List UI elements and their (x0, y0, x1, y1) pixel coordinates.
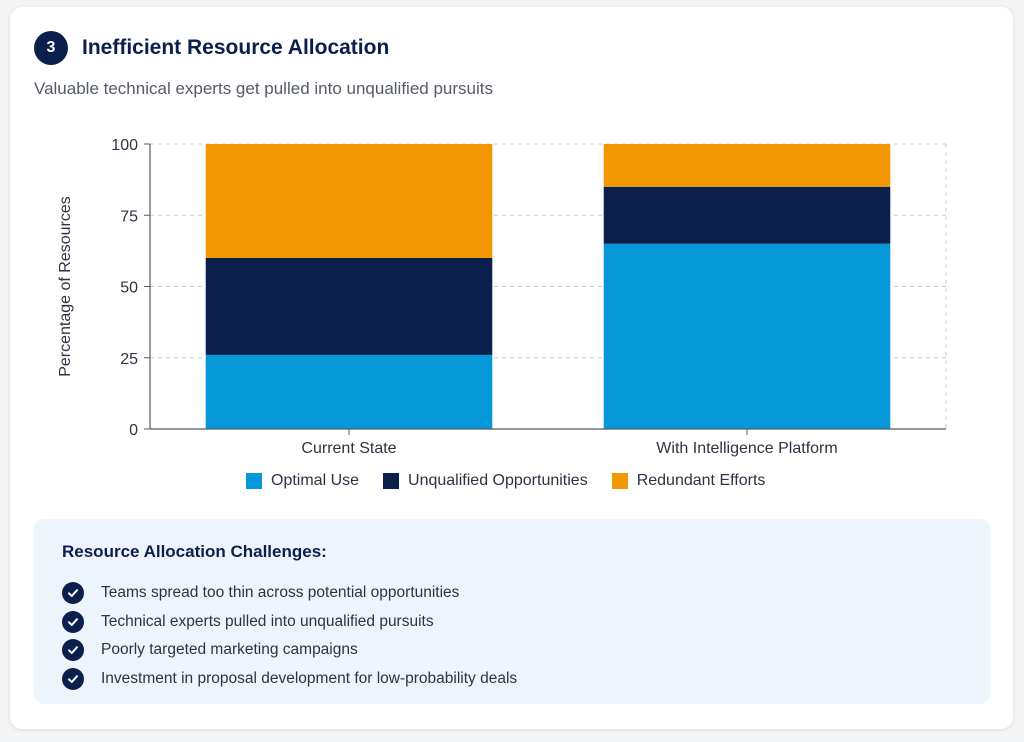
check-circle-icon (62, 610, 84, 633)
challenge-item: Investment in proposal development for l… (62, 665, 517, 694)
bar-segment (205, 144, 493, 258)
y-axis-label: Percentage of Resources (57, 196, 74, 377)
legend-item: Redundant Efforts (611, 472, 766, 490)
challenge-text: Poorly targeted marketing campaigns (101, 641, 358, 659)
legend-swatch (246, 473, 262, 489)
y-tick-label: 25 (120, 351, 138, 368)
legend-label: Redundant Efforts (636, 472, 766, 489)
stacked-bar-chart: 0 25 50 75 100 Current State With Intelligence… (57, 137, 947, 457)
challenge-item: Technical experts pulled into unqualifie… (62, 608, 517, 637)
challenge-item: Teams spread too thin across potential o… (62, 579, 517, 608)
legend-item: Optimal Use (246, 472, 359, 490)
y-tick-label: 100 (111, 137, 138, 154)
bar-segment (205, 258, 493, 355)
challenges-title: Resource Allocation Challenges: (62, 542, 327, 561)
x-tick-label: Current State (301, 440, 396, 457)
challenge-item: Poorly targeted marketing campaigns (62, 636, 517, 665)
y-tick-label: 0 (129, 422, 138, 439)
bar-segment (603, 144, 891, 187)
check-circle-icon (62, 582, 84, 605)
bar-segment (603, 186, 891, 244)
challenge-text: Investment in proposal development for l… (101, 669, 518, 687)
check-circle-icon (62, 639, 84, 662)
challenges-list: Teams spread too thin across potential o… (62, 579, 517, 693)
x-tick-label: With Intelligence Platform (656, 440, 837, 457)
section-subtitle: Valuable technical experts get pulled in… (34, 79, 493, 98)
challenges-panel: Resource Allocation Challenges: Teams sp… (34, 519, 990, 704)
legend-label: Optimal Use (271, 472, 360, 489)
y-tick-label: 50 (120, 280, 138, 297)
legend-label: Unqualified Opportunities (408, 472, 588, 489)
challenge-text: Technical experts pulled into unqualifie… (101, 612, 434, 630)
legend-swatch (383, 473, 400, 489)
card: 3 Inefficient Resource Allocation Valuab… (10, 7, 1013, 729)
bar-segment (603, 243, 891, 429)
y-tick-label: 75 (120, 208, 138, 225)
check-circle-icon (62, 667, 84, 690)
legend-swatch (611, 473, 628, 489)
challenge-text: Teams spread too thin across potential o… (101, 584, 460, 602)
chart-legend: Optimal Use Unqualified Opportunities Redu… (246, 472, 789, 490)
section-number-badge: 3 (34, 31, 68, 65)
legend-item: Unqualified Opportunities (383, 472, 588, 490)
bar-segment (205, 354, 493, 429)
section-title: Inefficient Resource Allocation (82, 36, 390, 59)
section-header: 3 Inefficient Resource Allocation (34, 31, 389, 65)
